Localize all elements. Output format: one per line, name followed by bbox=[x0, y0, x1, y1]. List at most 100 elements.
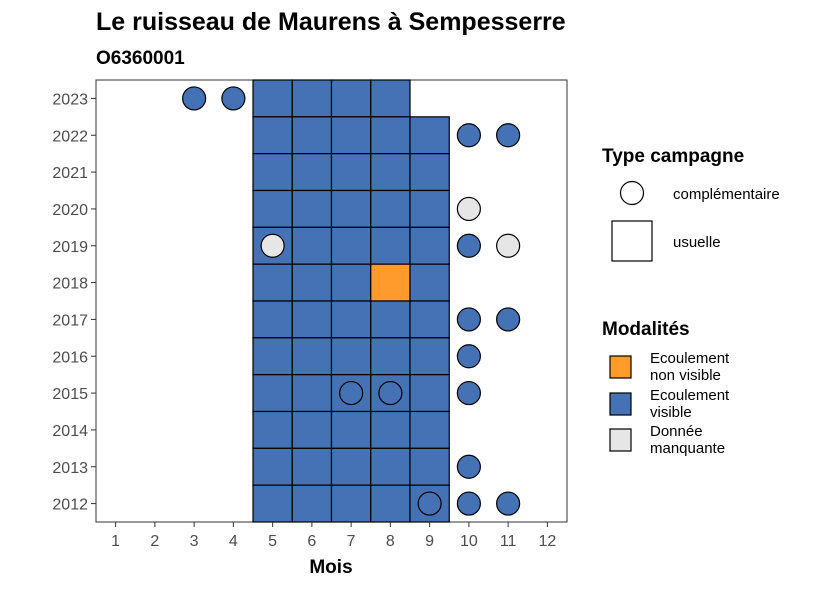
tile-2020-7 bbox=[330, 189, 372, 228]
y-tick-label: 2014 bbox=[52, 423, 88, 440]
y-tick-label: 2023 bbox=[52, 91, 88, 108]
point-2019-10 bbox=[456, 233, 481, 258]
x-tick-label: 7 bbox=[347, 533, 356, 550]
x-tick-label: 5 bbox=[268, 533, 277, 550]
x-tick-label: 9 bbox=[425, 533, 434, 550]
tile-2013-7 bbox=[330, 447, 372, 486]
tile-2023-6 bbox=[291, 79, 333, 118]
legend-label-line: Donnée bbox=[650, 423, 703, 440]
x-tick-label: 11 bbox=[500, 533, 517, 550]
legend-type-campagne: Type campagne complémentaire usuelle bbox=[602, 146, 780, 262]
point-2012-11 bbox=[496, 491, 521, 516]
y-tick-label: 2019 bbox=[52, 239, 88, 256]
tile-2021-8 bbox=[370, 153, 411, 192]
tile-2012-7 bbox=[330, 484, 372, 523]
point-2015-7 bbox=[339, 380, 364, 406]
legend-label-line: manquante bbox=[650, 440, 725, 457]
legend-label-line: non visible bbox=[650, 367, 721, 384]
point-2015-10 bbox=[456, 380, 481, 406]
point-2023-3 bbox=[182, 86, 207, 111]
tile-2018-6 bbox=[291, 263, 333, 302]
tile-2016-6 bbox=[291, 337, 333, 376]
tile-2015-6 bbox=[291, 374, 333, 413]
point-2017-10 bbox=[456, 307, 481, 332]
x-tick-label: 2 bbox=[150, 533, 159, 550]
x-tick-label: 3 bbox=[190, 533, 199, 550]
x-axis-title: Mois bbox=[309, 557, 352, 578]
legend-modalite-label: Donnée manquante bbox=[650, 423, 725, 457]
tile-2022-5 bbox=[252, 116, 293, 155]
tile-2020-6 bbox=[291, 189, 333, 228]
point-2016-10 bbox=[456, 344, 481, 369]
y-tick-label: 2013 bbox=[52, 460, 88, 477]
tile-2014-6 bbox=[291, 410, 333, 449]
tile-2021-9 bbox=[409, 153, 450, 192]
tile-2023-5 bbox=[252, 79, 293, 118]
tile-2019-6 bbox=[291, 226, 333, 265]
tile-2018-5 bbox=[252, 263, 293, 302]
tile-2018-8 bbox=[370, 263, 411, 302]
tile-2022-6 bbox=[291, 116, 333, 155]
tile-layer bbox=[252, 79, 450, 523]
point-2012-9 bbox=[417, 491, 442, 516]
x-tick-label: 6 bbox=[307, 533, 316, 550]
legend-modalites: Modalités Ecoulement non visibleEcoulemen… bbox=[602, 319, 730, 457]
y-tick-label: 2012 bbox=[52, 497, 88, 514]
y-tick-label: 2021 bbox=[52, 165, 88, 182]
tile-2021-5 bbox=[252, 153, 293, 192]
point-2019-5 bbox=[260, 233, 285, 258]
tile-2019-9 bbox=[409, 226, 450, 265]
point-2022-10 bbox=[456, 123, 481, 148]
y-tick-label: 2018 bbox=[52, 276, 88, 293]
y-tick-label: 2017 bbox=[52, 312, 88, 329]
tile-2013-9 bbox=[409, 447, 450, 486]
tile-2017-5 bbox=[252, 300, 293, 339]
tile-2017-6 bbox=[291, 300, 333, 339]
tile-2020-9 bbox=[409, 189, 450, 228]
tile-2016-7 bbox=[330, 337, 372, 376]
tile-2022-8 bbox=[370, 116, 411, 155]
tile-2018-9 bbox=[409, 263, 450, 302]
tile-2020-5 bbox=[252, 189, 293, 228]
chart-subtitle: O6360001 bbox=[96, 48, 185, 69]
legend-modalite-label: Ecoulement non visible bbox=[650, 350, 730, 384]
legend-modalite-label: Ecoulement visible bbox=[650, 387, 730, 421]
tile-2012-8 bbox=[370, 484, 411, 523]
legend-square-key bbox=[611, 220, 653, 262]
tile-2018-7 bbox=[330, 263, 372, 302]
tile-2017-7 bbox=[330, 300, 372, 339]
point-2023-4 bbox=[221, 86, 246, 111]
tile-2023-7 bbox=[330, 79, 372, 118]
point-2013-10 bbox=[456, 454, 481, 479]
tile-2019-8 bbox=[370, 226, 411, 265]
x-tick-label: 4 bbox=[229, 533, 238, 550]
tile-2016-5 bbox=[252, 337, 293, 376]
legend-label-line: Ecoulement bbox=[650, 387, 730, 404]
legend-type-label: complémentaire bbox=[673, 186, 780, 203]
legend-label-line: visible bbox=[650, 404, 692, 421]
tile-2021-7 bbox=[330, 153, 372, 192]
y-tick-label: 2020 bbox=[52, 202, 88, 219]
tile-2015-5 bbox=[252, 374, 293, 413]
tile-2016-8 bbox=[370, 337, 411, 376]
legend-swatch bbox=[609, 355, 632, 379]
x-tick-label: 1 bbox=[111, 533, 120, 550]
tile-2012-5 bbox=[252, 484, 293, 523]
tile-2021-6 bbox=[291, 153, 333, 192]
legend-type-label: usuelle bbox=[673, 234, 721, 251]
tile-2020-8 bbox=[370, 189, 411, 228]
tile-2013-8 bbox=[370, 447, 411, 486]
tile-2014-7 bbox=[330, 410, 372, 449]
x-tick-label: 10 bbox=[460, 533, 478, 550]
point-2019-11 bbox=[496, 233, 521, 258]
tile-2014-5 bbox=[252, 410, 293, 449]
point-2022-11 bbox=[496, 123, 521, 148]
legend-swatch bbox=[609, 428, 632, 452]
x-axis: 1 2 3 4 5 6 7 8 9 10 11 12 bbox=[111, 522, 556, 550]
tile-2014-9 bbox=[409, 410, 450, 449]
tile-2013-5 bbox=[252, 447, 293, 486]
tile-2019-7 bbox=[330, 226, 372, 265]
tile-2012-6 bbox=[291, 484, 333, 523]
y-axis: 2012 2013 2014 2015 2016 2017 2018 2019 2020 2021… bbox=[52, 91, 96, 514]
